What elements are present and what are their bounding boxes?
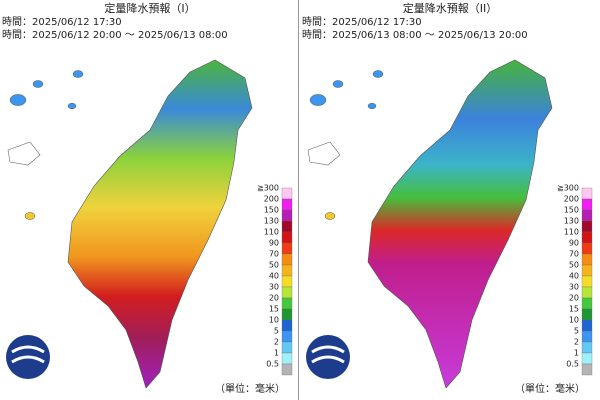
legend-swatch [281, 220, 293, 233]
legend-label: 110 [264, 228, 279, 237]
legend-swatch [581, 209, 593, 222]
legend-label: 20 [269, 294, 279, 303]
legend-swatch [581, 231, 593, 244]
legend-swatch [281, 286, 293, 299]
legend-swatch [581, 352, 593, 365]
legend-label: 0.5 [266, 360, 279, 369]
legend-label: 200 [564, 195, 579, 204]
legend-swatch [281, 275, 293, 288]
legend-label: 2 [274, 338, 279, 347]
legend-label: 2 [574, 338, 579, 347]
outline-island [7, 141, 41, 166]
issue-time: 時間：2025/06/12 17:30 [302, 16, 422, 28]
legend-label: 10 [269, 316, 279, 325]
legend-label: 200 [264, 195, 279, 204]
offshore-island [324, 212, 336, 220]
legend-swatch [281, 198, 293, 211]
legend-label: 1 [574, 349, 579, 358]
offshore-island [9, 94, 27, 106]
legend-label: 50 [269, 261, 279, 270]
legend-label: 15 [569, 305, 579, 314]
legend-label: 1 [274, 349, 279, 358]
legend-label: 70 [569, 250, 579, 259]
legend-swatch [581, 286, 593, 299]
panel-title: 定量降水預報（II） [403, 1, 498, 15]
legend-swatch [281, 187, 293, 200]
offshore-island [24, 212, 36, 220]
legend-swatch [581, 242, 593, 255]
legend-label: 90 [569, 239, 579, 248]
legend-swatch [281, 264, 293, 277]
legend-label: 150 [564, 206, 579, 215]
legend-label: 110 [564, 228, 579, 237]
legend-swatch [581, 330, 593, 343]
legend-label: 10 [569, 316, 579, 325]
legend-swatch [581, 341, 593, 354]
offshore-island [72, 70, 84, 78]
offshore-island [67, 102, 77, 110]
legend-label: 30 [269, 283, 279, 292]
panel-title: 定量降水預報（I） [104, 1, 195, 15]
legend-swatch [581, 308, 593, 321]
island-map [67, 59, 253, 389]
legend-swatch [281, 209, 293, 222]
agency-logo-mark [11, 345, 45, 364]
legend-swatch [581, 275, 593, 288]
legend-swatch [581, 198, 593, 211]
offshore-island [367, 102, 377, 110]
legend-label: 50 [569, 261, 579, 270]
legend-swatch [281, 352, 293, 365]
legend-label: 15 [269, 305, 279, 314]
legend-label: 70 [269, 250, 279, 259]
offshore-island [309, 94, 327, 106]
outline-island [307, 141, 341, 166]
panel: 定量降水預報（I）時間：2025/06/12 17:30時間：2025/06/1… [2, 1, 293, 395]
legend-swatch [581, 297, 593, 310]
legend-label: 130 [564, 217, 579, 226]
legend-label: 5 [574, 327, 579, 336]
agency-logo-mark [311, 345, 345, 364]
panel: 定量降水預報（II）時間：2025/06/12 17:30時間：2025/06/… [302, 1, 593, 395]
offshore-island [32, 80, 44, 88]
legend-swatch [281, 319, 293, 332]
legend-swatch [281, 253, 293, 266]
legend-swatch [581, 253, 593, 266]
legend-swatch [281, 308, 293, 321]
legend-swatch [281, 341, 293, 354]
offshore-island [372, 70, 384, 78]
legend-label: 40 [269, 272, 279, 281]
legend-label: 30 [569, 283, 579, 292]
legend-label: 150 [264, 206, 279, 215]
issue-time: 時間：2025/06/12 17:30 [2, 16, 122, 28]
legend-swatch [281, 297, 293, 310]
offshore-island [332, 80, 344, 88]
legend-label: 0.5 [566, 360, 579, 369]
legend-label: 5 [274, 327, 279, 336]
legend-swatch [281, 242, 293, 255]
legend-swatch [581, 187, 593, 200]
legend-swatch [581, 264, 593, 277]
legend-swatch [581, 220, 593, 233]
legend-swatch [581, 319, 593, 332]
unit-label: （單位：毫米） [215, 382, 285, 395]
valid-time: 時間：2025/06/13 08:00 ～ 2025/06/13 20:00 [302, 29, 528, 41]
island-map [367, 59, 553, 389]
legend-swatch [281, 231, 293, 244]
legend-swatch [281, 363, 293, 376]
legend-swatch [581, 363, 593, 376]
legend-label: 20 [569, 294, 579, 303]
legend-label: 90 [269, 239, 279, 248]
valid-time: 時間：2025/06/12 20:00 ～ 2025/06/13 08:00 [2, 29, 228, 41]
legend-label: ≧300 [257, 184, 279, 193]
unit-label: （單位：毫米） [515, 382, 585, 395]
legend-label: 40 [569, 272, 579, 281]
legend-label: ≧300 [557, 184, 579, 193]
legend-swatch [281, 330, 293, 343]
legend-label: 130 [264, 217, 279, 226]
